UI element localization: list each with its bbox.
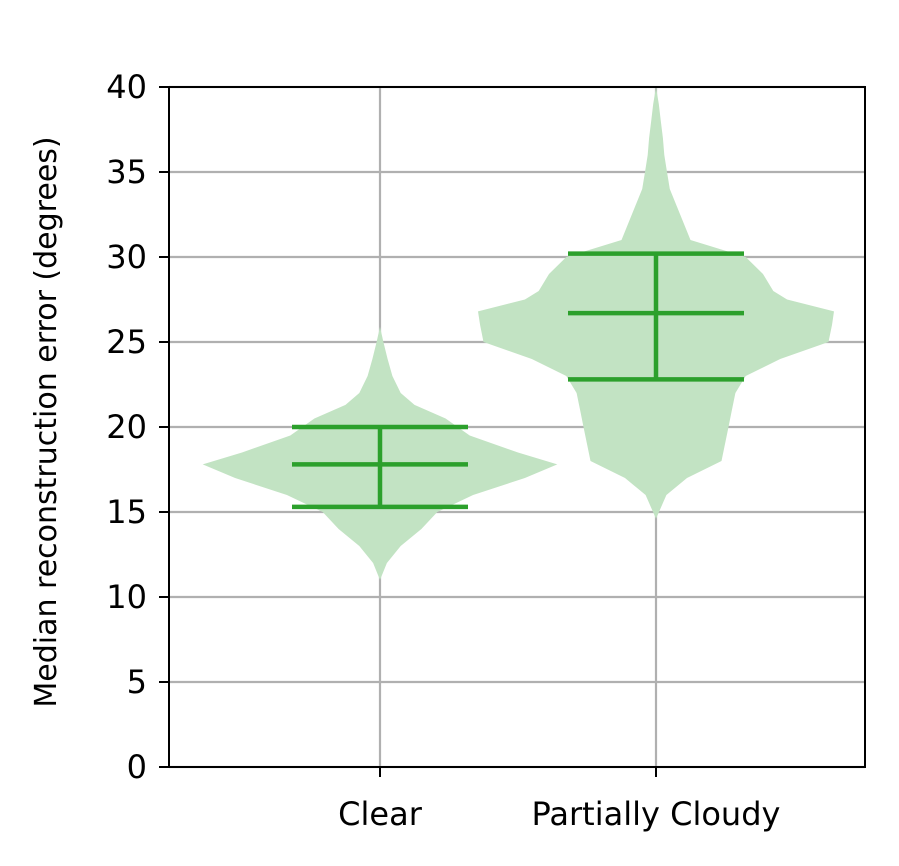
y-tick-label: 25: [106, 323, 147, 361]
x-tick-label: Clear: [338, 795, 423, 833]
y-tick-label: 35: [106, 153, 147, 191]
y-tick-label: 15: [106, 493, 147, 531]
grid: [169, 85, 865, 769]
axis-ticks: 0 5 10 15 20 25 30 35 40 Clear Partially Cloudy: [106, 68, 780, 833]
y-tick-label: 5: [127, 663, 147, 701]
y-axis-label: Median reconstruction error (degrees): [29, 136, 64, 707]
y-tick-label: 20: [106, 408, 147, 446]
y-tick-label: 10: [106, 578, 147, 616]
violins: [202, 87, 834, 596]
x-tick-label: Partially Cloudy: [532, 795, 781, 833]
y-tick-label: 40: [106, 68, 147, 106]
y-tick-label: 0: [127, 748, 147, 786]
y-tick-label: 30: [106, 238, 147, 276]
